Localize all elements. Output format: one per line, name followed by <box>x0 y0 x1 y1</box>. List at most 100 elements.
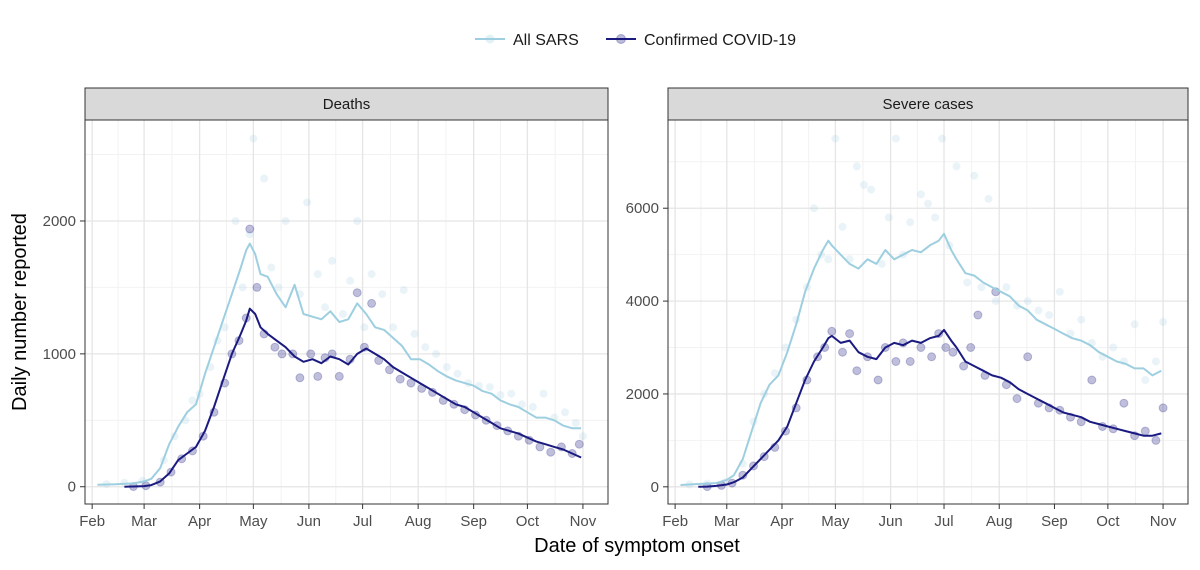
scatter-point-all <box>1045 311 1054 319</box>
scatter-point-confirmed <box>252 282 262 292</box>
scatter-point-all <box>867 185 875 194</box>
scatter-point-all <box>970 171 979 180</box>
scatter-point-confirmed <box>352 288 362 298</box>
scatter-point-all <box>810 204 818 213</box>
scatter-point-confirmed <box>1023 352 1033 362</box>
scatter-point-confirmed <box>334 371 344 381</box>
scatter-point-all <box>507 389 516 398</box>
scatter-point-all <box>496 391 505 399</box>
scatter-point-all <box>360 323 369 332</box>
scatter-point-all <box>321 303 329 312</box>
y-tick-label: 6000 <box>626 200 659 217</box>
scatter-point-all <box>1002 283 1011 292</box>
scatter-point-all <box>1034 306 1043 315</box>
legend-label-confirmed: Confirmed COVID-19 <box>644 32 796 49</box>
scatter-point-all <box>188 396 197 405</box>
scatter-point-confirmed <box>1012 394 1022 404</box>
scatter-point-all <box>453 369 462 378</box>
series-line-confirmed <box>698 328 1162 488</box>
y-axis-title: Daily number reported <box>9 213 31 411</box>
scatter-point-confirmed <box>1087 375 1097 385</box>
scatter-point-confirmed <box>845 329 855 339</box>
scatter-point-confirmed <box>891 357 901 366</box>
scatter-point-confirmed <box>827 326 837 336</box>
scatter-point-confirmed <box>738 470 748 480</box>
x-tick-label: Oct <box>1096 513 1120 530</box>
x-tick-label: Nov <box>1150 513 1177 530</box>
scatter-point-all <box>267 263 276 272</box>
scatter-point-all <box>977 283 986 292</box>
scatter-point-confirmed <box>1140 426 1150 436</box>
marks-deaths <box>97 134 587 491</box>
scatter-point-all <box>528 403 537 411</box>
y-tick-label: 4000 <box>626 293 659 310</box>
scatter-point-all <box>274 283 283 292</box>
strip-severe-cases <box>667 87 1189 121</box>
scatter-point-all <box>260 174 269 183</box>
scatter-point-all <box>353 217 362 225</box>
scatter-point-all <box>884 213 893 222</box>
scatter-point-confirmed <box>873 375 883 385</box>
scatter-point-all <box>378 290 387 299</box>
x-tick-label: Jun <box>297 513 321 530</box>
scatter-point-confirmed <box>852 366 862 376</box>
scatter-point-all <box>859 181 868 189</box>
scatter-point-all <box>852 162 861 171</box>
scatter-point-all <box>367 270 376 279</box>
scatter-point-all <box>931 213 940 222</box>
scatter-point-all <box>432 349 441 358</box>
x-tick-label: Jul <box>934 513 953 530</box>
scatter-point-all <box>924 199 932 208</box>
scatter-point-all <box>984 194 993 203</box>
scatter-point-all <box>442 363 451 372</box>
scatter-point-confirmed <box>574 439 584 449</box>
scatter-point-all <box>220 323 229 332</box>
legend-item-confirmed: Confirmed COVID-19 <box>606 32 796 49</box>
grid-severe-cases <box>668 120 1188 504</box>
scatter-point-confirmed <box>546 447 556 457</box>
scatter-point-all <box>991 297 1000 306</box>
legend-label-all-sars: All SARS <box>513 32 579 49</box>
y-tick-label: 1000 <box>43 346 76 363</box>
scatter-point-all <box>1159 318 1168 326</box>
scatter-point-confirmed <box>838 347 847 357</box>
panel-border-severe-cases <box>667 119 1189 505</box>
scatter-point-all <box>877 259 886 268</box>
x-tick-label: Mar <box>714 513 740 530</box>
scatter-point-confirmed <box>245 224 255 234</box>
y-tick-label: 0 <box>68 479 76 496</box>
x-tick-label: Apr <box>770 513 793 530</box>
scatter-point-confirmed <box>973 310 983 320</box>
scatter-point-all <box>891 134 900 143</box>
scatter-point-all <box>389 323 398 332</box>
x-tick-label: Sep <box>1041 513 1068 530</box>
scatter-point-all <box>238 283 247 292</box>
scatter-point-all <box>1151 357 1160 366</box>
scatter-point-all <box>539 389 548 398</box>
axes-severe-cases: Feb Mar Apr May Jun Jul Aug Sep Oct Nov 0 2000 4000 6… <box>626 200 1177 530</box>
scatter-point-all <box>571 418 580 427</box>
series-line-all <box>97 242 582 486</box>
series-line-confirmed <box>124 307 582 488</box>
scatter-point-confirmed <box>948 347 958 357</box>
strip-deaths <box>84 87 609 121</box>
scatter-point-all <box>578 432 587 441</box>
x-tick-label: Aug <box>986 513 1013 530</box>
scatter-point-confirmed <box>270 342 280 352</box>
scatter-point-confirmed <box>916 343 926 352</box>
scatter-point-confirmed <box>385 365 394 375</box>
x-tick-label: Apr <box>188 513 211 530</box>
scatter-point-all <box>303 198 312 207</box>
panel-title-severe-cases: Severe cases <box>883 96 974 113</box>
scatter-point-all <box>824 255 833 264</box>
scatter-point-all <box>421 343 430 352</box>
x-tick-label: Feb <box>79 513 105 530</box>
scatter-point-all <box>1023 297 1032 306</box>
scatter-point-all <box>916 190 925 199</box>
panel-title-deaths: Deaths <box>323 96 371 113</box>
scatter-point-confirmed <box>395 374 405 384</box>
scatter-point-all <box>518 400 526 409</box>
series-line-all <box>680 232 1162 486</box>
scatter-point-confirmed <box>367 298 377 308</box>
x-tick-label: May <box>239 513 268 530</box>
